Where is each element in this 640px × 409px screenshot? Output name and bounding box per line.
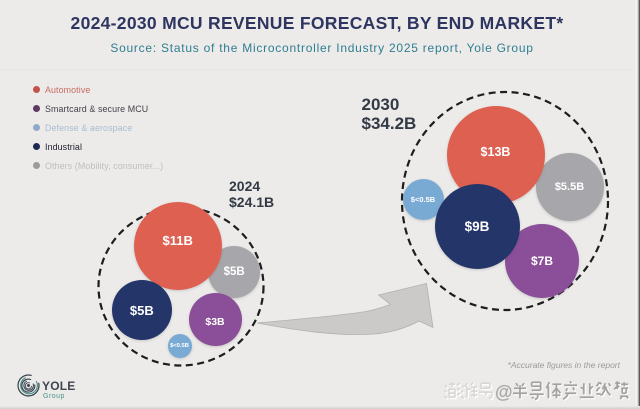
- svg-text:@: @: [495, 382, 513, 402]
